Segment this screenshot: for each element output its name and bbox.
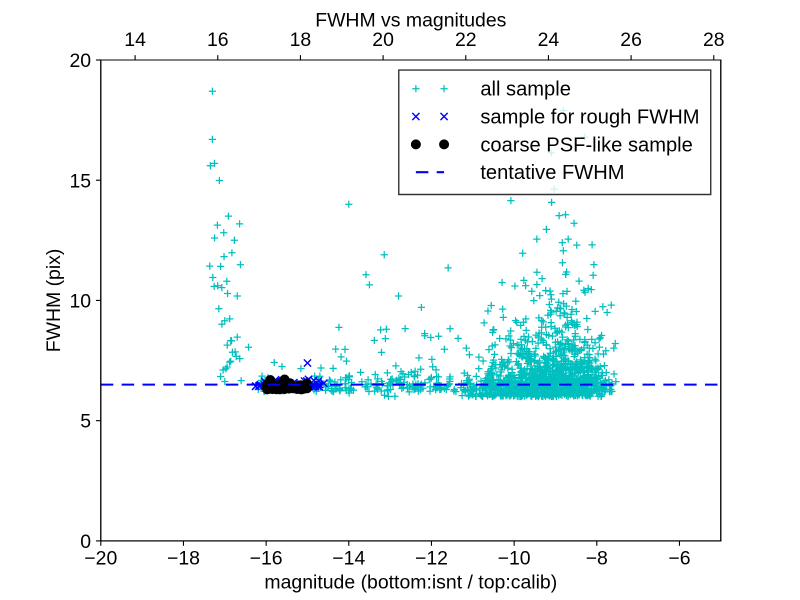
- svg-text:14: 14: [124, 29, 146, 51]
- svg-text:10: 10: [69, 290, 91, 312]
- svg-text:−12: −12: [415, 548, 448, 570]
- svg-text:20: 20: [372, 29, 394, 51]
- svg-text:tentative FWHM: tentative FWHM: [480, 162, 624, 184]
- svg-text:−10: −10: [498, 548, 531, 570]
- svg-text:all sample: all sample: [480, 79, 571, 101]
- svg-text:16: 16: [207, 29, 229, 51]
- svg-text:20: 20: [69, 50, 91, 72]
- svg-text:15: 15: [69, 170, 91, 192]
- svg-text:26: 26: [620, 29, 642, 51]
- svg-text:−14: −14: [332, 548, 365, 570]
- svg-text:5: 5: [80, 411, 91, 433]
- svg-text:22: 22: [455, 29, 477, 51]
- svg-text:FWHM vs magnitudes: FWHM vs magnitudes: [315, 10, 506, 32]
- svg-text:−18: −18: [167, 548, 200, 570]
- svg-text:FWHM (pix): FWHM (pix): [43, 249, 65, 353]
- svg-text:magnitude (bottom:isnt / top:c: magnitude (bottom:isnt / top:calib): [264, 571, 557, 593]
- svg-text:24: 24: [538, 29, 560, 51]
- svg-text:18: 18: [290, 29, 312, 51]
- svg-text:−16: −16: [250, 548, 283, 570]
- svg-text:28: 28: [703, 29, 725, 51]
- svg-text:coarse PSF-like sample: coarse PSF-like sample: [480, 134, 693, 156]
- svg-text:0: 0: [80, 531, 91, 553]
- svg-text:sample for rough FWHM: sample for rough FWHM: [480, 107, 699, 129]
- svg-text:−8: −8: [586, 548, 608, 570]
- svg-text:−6: −6: [668, 548, 690, 570]
